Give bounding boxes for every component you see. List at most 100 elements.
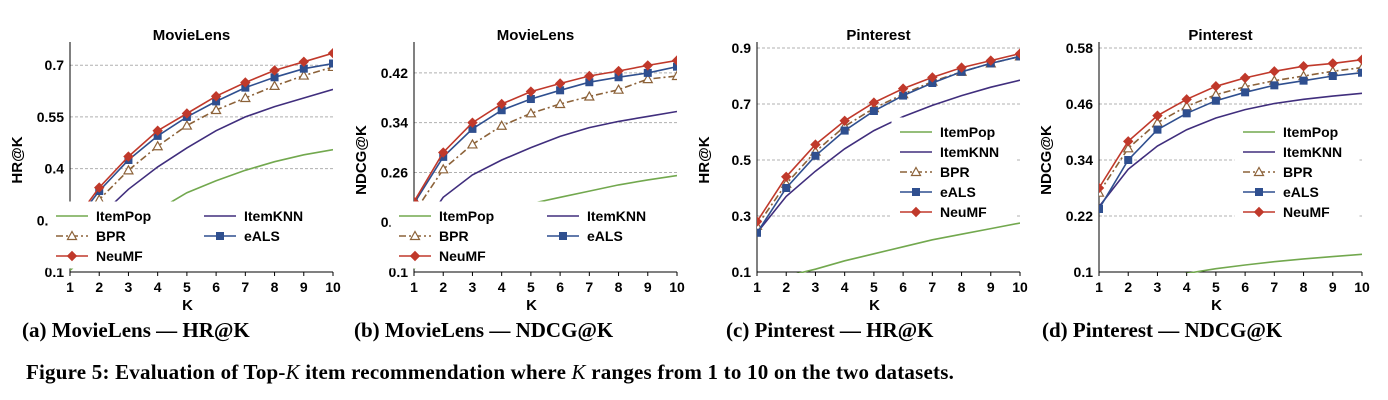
x-tick-label: 9 <box>644 279 652 295</box>
legend-marker <box>409 230 421 241</box>
x-tick-label: 2 <box>1124 279 1132 295</box>
x-tick-label: 6 <box>899 279 907 295</box>
legend: ItemPop ItemKNN BPR eALS NeuMF <box>1234 117 1360 223</box>
legend-marker <box>912 188 920 196</box>
series-line-eals <box>414 65 677 205</box>
series-neumf <box>1099 54 1362 194</box>
chart-movielens-ndcg: MovieLens0.10.180.260.340.4212345678910K… <box>353 27 685 314</box>
point-neumf <box>152 125 163 136</box>
x-tick-label: 2 <box>95 279 103 295</box>
legend-label: ItemPop <box>940 124 995 140</box>
figure-caption-suffix: ranges from 1 to 10 on the two datasets. <box>585 360 955 384</box>
point-neumf <box>1123 136 1134 147</box>
x-tick-label: 8 <box>958 279 966 295</box>
legend-box <box>1234 117 1360 223</box>
x-tick-label: 7 <box>241 279 249 295</box>
y-axis-label: NDCG@K <box>353 125 370 195</box>
series-line-bpr <box>414 75 677 214</box>
point-eals <box>782 184 791 192</box>
point-bpr <box>496 120 508 130</box>
x-tick-label: 3 <box>125 279 133 295</box>
legend-marker <box>910 206 922 218</box>
point-neumf <box>269 65 280 76</box>
point-bpr <box>613 83 625 94</box>
legend-label: NeuMF <box>940 204 987 220</box>
y-axis-label: HR@K <box>9 136 26 183</box>
x-tick-label: 1 <box>753 279 761 295</box>
point-bpr <box>298 69 310 80</box>
series-itemknn <box>757 79 1020 234</box>
series-itempop <box>1184 253 1362 273</box>
series-line-eals <box>757 55 1020 234</box>
legend-box <box>47 201 341 269</box>
series-line-bpr <box>70 66 333 238</box>
x-tick-label: 2 <box>439 279 447 295</box>
point-neumf <box>467 117 478 128</box>
point-eals <box>757 228 761 237</box>
point-neumf <box>210 91 222 102</box>
y-tick-label: 0.55 <box>37 109 64 125</box>
point-neumf <box>956 62 967 73</box>
point-bpr <box>122 164 134 175</box>
series-line-neumf <box>757 52 1020 223</box>
y-tick-label: 0.34 <box>381 115 408 131</box>
legend-item-bpr: BPR <box>1243 164 1313 180</box>
x-axis-label: K <box>1211 297 1222 314</box>
series-eals <box>414 62 677 208</box>
x-tick-label: 8 <box>615 279 623 295</box>
legend-marker <box>1253 206 1265 218</box>
series-line-bpr <box>1099 66 1362 194</box>
series-bpr <box>70 61 333 242</box>
point-neumf <box>810 139 821 150</box>
point-neumf <box>897 83 909 94</box>
point-eals <box>1270 81 1279 90</box>
point-neumf <box>1099 182 1105 194</box>
x-tick-label: 3 <box>812 279 820 295</box>
x-tick-label: 7 <box>1270 279 1278 295</box>
point-neumf <box>438 147 449 158</box>
point-neumf <box>240 77 251 88</box>
x-tick-label: 3 <box>469 279 477 295</box>
point-bpr <box>437 163 449 174</box>
y-tick-label: 0.58 <box>1066 40 1093 56</box>
y-tick-label: 0.22 <box>1066 208 1093 224</box>
subcaption-c: (c) Pinterest — HR@K <box>726 318 934 342</box>
point-neumf <box>1239 72 1251 84</box>
point-eals <box>1153 125 1162 134</box>
y-tick-label: 0.3 <box>732 208 752 224</box>
point-neumf <box>868 97 880 108</box>
x-tick-label: 3 <box>1154 279 1162 295</box>
point-neumf <box>1152 110 1163 121</box>
point-neumf <box>642 60 653 71</box>
series-neumf <box>757 48 1020 227</box>
subcaption-a: (a) MovieLens — HR@K <box>22 318 250 342</box>
legend-item-bpr: BPR <box>900 164 970 180</box>
chart-title: MovieLens <box>497 27 575 44</box>
legend-label: eALS <box>1283 184 1319 200</box>
x-tick-label: 9 <box>1329 279 1337 295</box>
legend-item-itempop: ItemPop <box>399 208 494 224</box>
figure-caption-k2: K <box>571 360 586 384</box>
figure-caption: Figure 5: Evaluation of Top-K item recom… <box>26 360 954 385</box>
x-tick-label: 7 <box>585 279 593 295</box>
series-neumf <box>414 55 677 207</box>
legend-marker <box>66 230 78 241</box>
series-line-neumf <box>414 59 677 203</box>
y-tick-label: 0.46 <box>1066 96 1093 112</box>
series-line-itemknn <box>1099 92 1362 208</box>
series-itemknn <box>1099 92 1362 208</box>
legend: ItemPop ItemKNN BPR eALS NeuMF <box>390 201 684 269</box>
x-tick-label: 5 <box>1212 279 1220 295</box>
point-bpr <box>583 90 595 101</box>
legend-box <box>891 117 1017 223</box>
series-line-itemknn <box>757 79 1020 234</box>
legend-item-eals: eALS <box>547 228 623 244</box>
legend-label: ItemKNN <box>587 208 646 224</box>
legend-label: ItemPop <box>96 208 151 224</box>
y-tick-label: 0.4 <box>45 161 65 177</box>
legend-label: ItemKNN <box>1283 144 1342 160</box>
x-tick-label: 1 <box>1095 279 1103 295</box>
legend: ItemPop ItemKNN BPR eALS NeuMF <box>47 201 341 269</box>
chart-title: MovieLens <box>153 27 231 44</box>
y-tick-label: 0.26 <box>381 164 408 180</box>
